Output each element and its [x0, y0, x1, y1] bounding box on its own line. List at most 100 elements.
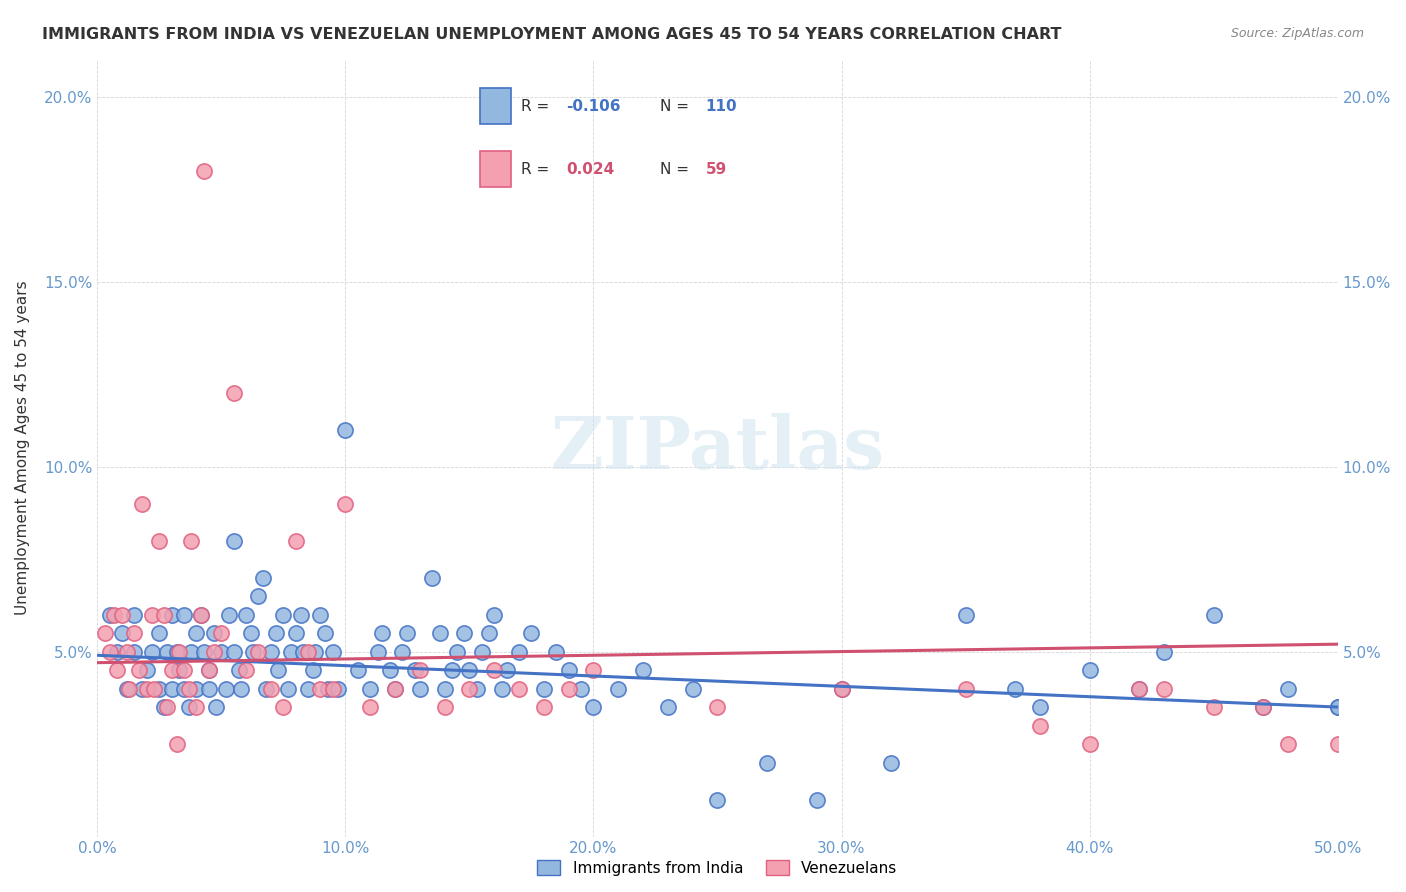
Point [1326, 700, 1348, 714]
Point [582, 663, 605, 677]
Point [1029, 718, 1052, 732]
Point [115, 681, 138, 696]
Point [166, 644, 188, 658]
Point [260, 681, 283, 696]
Point [1078, 663, 1101, 677]
Point [756, 756, 779, 770]
Point [335, 497, 357, 511]
Point [366, 644, 388, 658]
Point [177, 700, 200, 714]
Point [148, 681, 170, 696]
Point [247, 589, 270, 603]
Point [111, 607, 134, 622]
Point [1253, 700, 1275, 714]
Point [242, 644, 264, 658]
Point [1153, 681, 1175, 696]
Point [222, 385, 245, 400]
Point [346, 663, 368, 677]
Point [1253, 700, 1275, 714]
Point [607, 681, 630, 696]
Point [557, 663, 579, 677]
Point [205, 700, 228, 714]
Point [297, 681, 319, 696]
Point [471, 644, 494, 658]
Point [458, 663, 481, 677]
Point [1128, 681, 1150, 696]
Y-axis label: Unemployment Among Ages 45 to 54 years: Unemployment Among Ages 45 to 54 years [15, 281, 30, 615]
Point [180, 533, 202, 548]
Point [135, 681, 157, 696]
Point [160, 681, 183, 696]
Point [235, 607, 257, 622]
Point [173, 681, 195, 696]
Point [420, 571, 443, 585]
Point [391, 644, 413, 658]
Point [160, 607, 183, 622]
Point [1029, 700, 1052, 714]
Point [322, 681, 344, 696]
Point [284, 626, 307, 640]
Point [222, 533, 245, 548]
Point [93, 626, 115, 640]
Point [153, 700, 176, 714]
Point [160, 663, 183, 677]
Point [124, 607, 146, 622]
Point [806, 792, 828, 806]
Point [111, 626, 134, 640]
Point [193, 644, 215, 658]
Point [98, 644, 121, 658]
Point [533, 700, 555, 714]
Point [166, 737, 188, 751]
Point [215, 681, 238, 696]
Point [143, 681, 166, 696]
Point [167, 644, 190, 658]
Point [124, 626, 146, 640]
Point [98, 607, 121, 622]
Point [1078, 737, 1101, 751]
Point [290, 607, 312, 622]
Point [197, 681, 219, 696]
Point [222, 644, 245, 658]
Point [482, 607, 505, 622]
Point [180, 644, 202, 658]
Point [280, 644, 302, 658]
Point [228, 663, 250, 677]
Point [1202, 607, 1225, 622]
Point [533, 681, 555, 696]
Point [1153, 644, 1175, 658]
Point [309, 681, 332, 696]
Point [1277, 737, 1299, 751]
Point [1277, 681, 1299, 696]
Point [131, 497, 153, 511]
Point [148, 626, 170, 640]
Point [239, 626, 262, 640]
Point [155, 700, 177, 714]
Point [141, 644, 163, 658]
Point [335, 423, 357, 437]
Point [277, 681, 299, 696]
Point [173, 607, 195, 622]
Point [271, 607, 294, 622]
Point [326, 681, 349, 696]
Point [706, 792, 728, 806]
Point [167, 663, 190, 677]
Point [148, 533, 170, 548]
Text: IMMIGRANTS FROM INDIA VS VENEZUELAN UNEMPLOYMENT AMONG AGES 45 TO 54 YEARS CORRE: IMMIGRANTS FROM INDIA VS VENEZUELAN UNEM… [42, 27, 1062, 42]
Point [508, 681, 530, 696]
Point [115, 644, 138, 658]
Point [316, 681, 339, 696]
Point [105, 663, 128, 677]
Point [322, 644, 344, 658]
Point [478, 626, 501, 640]
Point [135, 663, 157, 677]
Point [153, 607, 176, 622]
Point [396, 626, 419, 640]
Point [177, 681, 200, 696]
Point [378, 663, 401, 677]
Legend: Immigrants from India, Venezuelans: Immigrants from India, Venezuelans [530, 852, 905, 883]
Point [304, 644, 326, 658]
Point [193, 163, 215, 178]
Point [557, 681, 579, 696]
Point [105, 644, 128, 658]
Point [252, 571, 274, 585]
